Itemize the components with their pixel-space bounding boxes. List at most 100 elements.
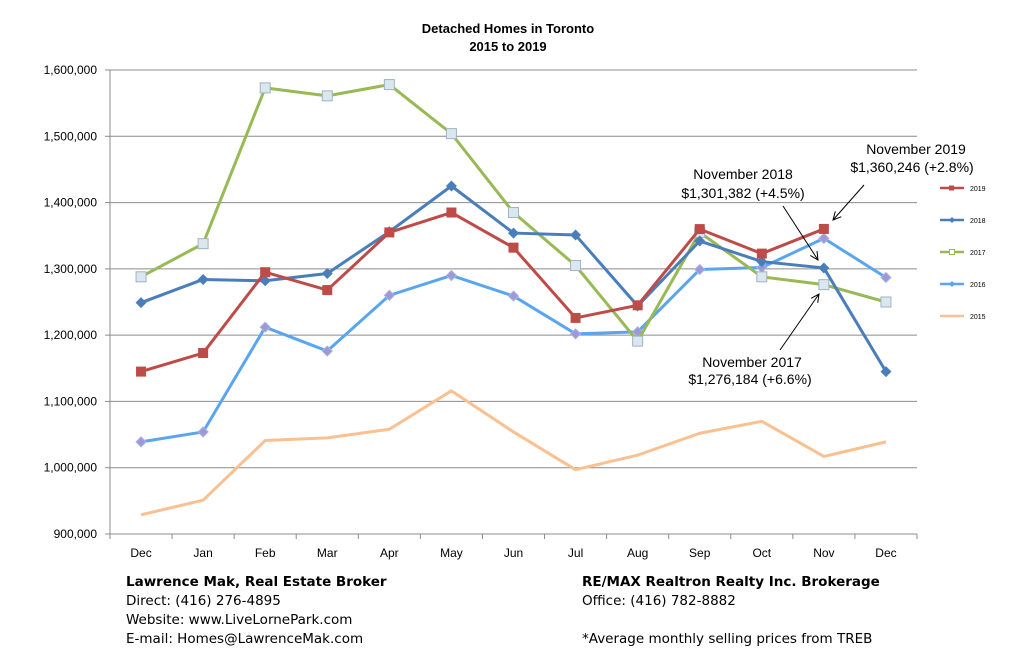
legend-entry-2018: 2018	[940, 217, 986, 225]
y-tick-label: 1,200,000	[44, 328, 98, 342]
x-tick-label: Jan	[193, 546, 212, 560]
y-tick-label: 1,400,000	[44, 196, 98, 210]
data-point-2016	[694, 263, 706, 276]
data-point-2019	[198, 348, 209, 359]
data-point-2019	[446, 207, 457, 218]
data-point-2019	[818, 223, 829, 234]
data-point-2017	[383, 79, 395, 91]
legend-swatch-marker	[949, 185, 954, 191]
y-tick-label: 900,000	[54, 527, 98, 541]
y-tick-label: 1,300,000	[44, 262, 98, 276]
legend-entry-2016: 2016	[940, 281, 986, 289]
broker-website: Website: www.LiveLornePark.com	[126, 612, 353, 628]
legend-label: 2019	[970, 186, 986, 193]
data-point-2017	[756, 271, 768, 283]
data-point-2016	[321, 345, 333, 357]
annotation-nov-2019-value: $1,360,246 (+2.8%)	[850, 159, 973, 175]
broker-name: Lawrence Mak, Real Estate Broker	[126, 574, 387, 590]
data-point-2018	[570, 229, 582, 241]
legend-label: 2018	[970, 218, 986, 225]
data-point-2017	[632, 335, 644, 347]
data-point-2019	[136, 366, 147, 377]
data-point-2017	[197, 238, 209, 250]
data-point-2016	[445, 269, 458, 282]
legend-swatch-marker	[949, 281, 955, 287]
x-tick-label: Sep	[689, 546, 711, 560]
data-point-2019	[756, 248, 767, 259]
data-point-2018	[818, 262, 830, 274]
data-point-2016	[818, 232, 830, 245]
data-point-2018	[880, 366, 892, 378]
series-2016	[135, 232, 892, 448]
series-line-2015	[140, 389, 887, 517]
data-point-2016	[259, 321, 271, 333]
data-source-note: *Average monthly selling prices from TRE…	[582, 631, 873, 647]
legend-swatch-marker	[949, 217, 955, 223]
series-2015	[140, 389, 887, 517]
x-tick-label: Jun	[504, 546, 523, 560]
brokerage-office-phone: Office: (416) 782-8882	[582, 593, 736, 609]
x-tick-label: May	[440, 546, 463, 560]
data-point-2019	[632, 300, 643, 311]
legend-label: 2017	[970, 250, 986, 257]
x-tick-label: Aug	[627, 546, 648, 560]
annotation-nov-2019-arrow	[833, 184, 865, 220]
y-tick-label: 1,500,000	[44, 129, 98, 143]
data-point-2016	[135, 436, 147, 448]
data-point-2017	[508, 207, 519, 219]
data-point-2017	[818, 279, 830, 291]
data-point-2016	[880, 271, 892, 284]
data-point-2018	[197, 273, 209, 285]
x-tick-label: Mar	[317, 546, 338, 560]
data-point-2017	[259, 82, 271, 94]
data-point-2018	[321, 267, 333, 279]
x-tick-label: Oct	[752, 546, 771, 560]
annotation-nov-2018-title: November 2018	[693, 166, 793, 182]
x-tick-label: Feb	[255, 546, 276, 560]
data-point-2017	[135, 271, 147, 283]
data-point-2016	[569, 328, 582, 340]
chart-subtitle: 2015 to 2019	[469, 39, 546, 54]
legend-entry-2017: 2017	[940, 249, 986, 257]
chart-title: Detached Homes in Toronto	[422, 21, 594, 36]
line-chart: Detached Homes in Toronto 2015 to 2019 9…	[44, 21, 986, 560]
legend-label: 2015	[970, 314, 986, 321]
y-tick-label: 1,100,000	[44, 394, 98, 408]
series-2018	[135, 180, 892, 378]
annotation-nov-2017-title: November 2017	[702, 354, 802, 370]
y-tick-label: 1,000,000	[44, 461, 98, 475]
annotation-nov-2018-value: $1,301,382 (+4.5%)	[681, 185, 804, 201]
legend-swatch-marker	[949, 249, 955, 255]
data-point-2019	[384, 227, 395, 238]
data-point-2017	[880, 296, 892, 308]
series-2019	[136, 207, 829, 377]
data-point-2016	[197, 426, 209, 438]
data-point-2016	[383, 289, 396, 302]
legend-label: 2016	[970, 282, 986, 289]
annotation-nov-2017-value: $1,276,184 (+6.6%)	[688, 371, 811, 387]
data-point-2019	[508, 242, 519, 253]
brokerage-name: RE/MAX Realtron Realty Inc. Brokerage	[582, 574, 880, 590]
data-point-2018	[445, 180, 457, 192]
x-tick-label: Apr	[380, 546, 399, 560]
data-point-2019	[322, 285, 333, 296]
series-line-2019	[140, 211, 825, 374]
broker-direct-phone: Direct: (416) 276-4895	[126, 593, 281, 609]
data-point-2018	[694, 235, 706, 247]
brokerage-contact: RE/MAX Realtron Realty Inc. Brokerage Of…	[582, 573, 880, 649]
x-tick-label: Dec	[130, 546, 151, 560]
x-tick-label: Jul	[568, 546, 583, 560]
series-2017	[135, 79, 892, 347]
legend-entry-2015: 2015	[940, 314, 986, 321]
data-point-2018	[756, 256, 768, 268]
data-point-2019	[260, 267, 271, 278]
data-point-2017	[321, 90, 333, 102]
data-point-2019	[570, 312, 581, 323]
data-point-2018	[508, 227, 519, 239]
data-point-2017	[445, 128, 457, 140]
x-tick-label: Nov	[813, 546, 834, 560]
x-tick-label: Dec	[875, 546, 896, 560]
broker-email: E-mail: Homes@LawrenceMak.com	[126, 631, 364, 647]
data-point-2018	[135, 297, 147, 309]
data-point-2016	[507, 290, 520, 302]
